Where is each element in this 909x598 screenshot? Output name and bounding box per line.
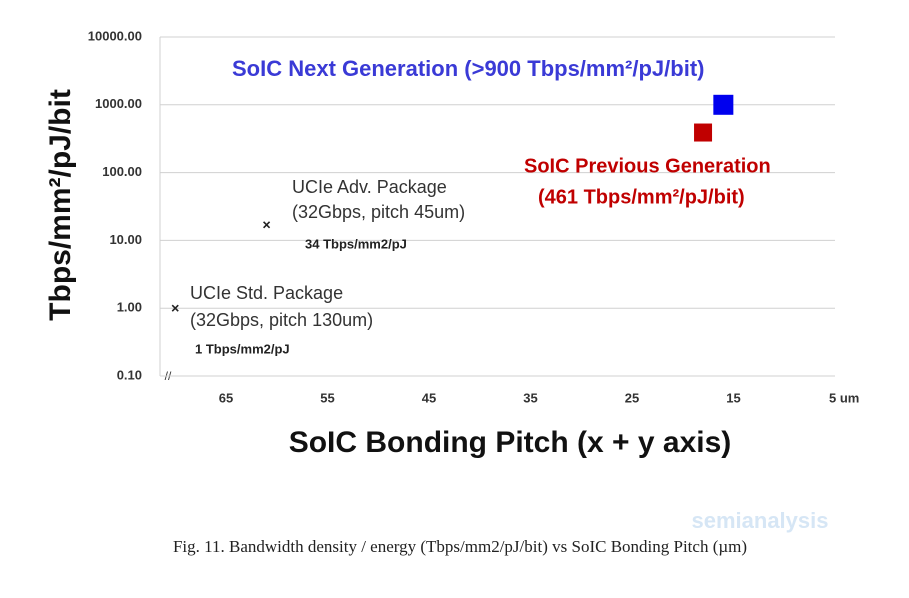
y-tick-label: 1000.00 (95, 96, 142, 111)
annotation: (32Gbps, pitch 130um) (190, 310, 373, 330)
y-tick-label: 10.00 (109, 232, 142, 247)
point (713, 94, 734, 115)
annotation: UCIe Adv. Package (292, 177, 447, 197)
y-axis-label: Tbps/mm²/pJ/bit (44, 89, 77, 321)
y-tick-label: 0.10 (117, 367, 142, 382)
annotation: UCIe Std. Package (190, 283, 343, 303)
x-axis-label: SoIC Bonding Pitch (x + y axis) (289, 426, 732, 459)
point (263, 221, 271, 229)
annotation: (32Gbps, pitch 45um) (292, 202, 465, 222)
y-tick-label: 10000.00 (88, 28, 142, 43)
annotation: 34 Tbps/mm2/pJ (305, 236, 407, 251)
y-tick-label: 100.00 (102, 164, 142, 179)
annotation: SoIC Next Generation (>900 Tbps/mm²/pJ/b… (232, 56, 704, 81)
caption: Fig. 11. Bandwidth density / energy (Tbp… (173, 537, 747, 556)
x-tick-label: 15 (726, 390, 740, 405)
x-tick-label: 35 (523, 390, 537, 405)
x-tick-label: 65 (219, 390, 233, 405)
point (171, 304, 179, 312)
annotation: 1 Tbps/mm2/pJ (195, 341, 290, 356)
x-tick-label: 5 um (829, 390, 859, 405)
x-tick-label: 25 (625, 390, 639, 405)
x-tick-label: 45 (422, 390, 436, 405)
annotation: (461 Tbps/mm²/pJ/bit) (538, 186, 745, 208)
watermark: semianalysis (692, 508, 829, 533)
point (694, 123, 713, 142)
x-tick-label: 55 (320, 390, 334, 405)
annotation: SoIC Previous Generation (524, 155, 771, 177)
y-tick-label: 1.00 (117, 300, 142, 315)
